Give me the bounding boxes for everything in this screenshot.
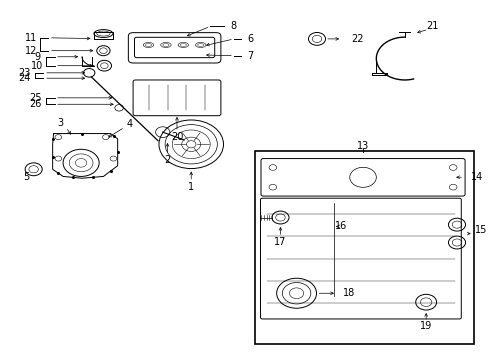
Text: 20: 20	[170, 132, 183, 142]
Text: 25: 25	[29, 93, 42, 103]
Text: 10: 10	[31, 61, 43, 71]
Bar	[255, 152, 473, 344]
Text: 23: 23	[18, 68, 30, 78]
Text: 22: 22	[351, 34, 364, 44]
Bar	[94, 32, 113, 39]
Text: 4: 4	[126, 118, 132, 129]
Text: 5: 5	[23, 172, 29, 182]
Text: 19: 19	[419, 321, 431, 332]
Text: 9: 9	[34, 52, 40, 62]
Text: 14: 14	[470, 172, 483, 182]
Text: 21: 21	[425, 21, 438, 31]
Text: 8: 8	[230, 21, 236, 31]
Text: 2: 2	[164, 155, 170, 165]
Text: 17: 17	[274, 237, 286, 247]
Text: 16: 16	[334, 221, 346, 231]
Text: 26: 26	[29, 99, 41, 109]
Text: 3: 3	[57, 118, 63, 128]
Text: 12: 12	[24, 46, 37, 56]
Text: 6: 6	[247, 34, 253, 44]
Text: 24: 24	[18, 73, 30, 83]
Text: 11: 11	[24, 33, 37, 43]
Text: 1: 1	[188, 182, 194, 192]
Text: 13: 13	[356, 141, 368, 151]
Text: 7: 7	[247, 51, 253, 61]
Text: 15: 15	[474, 225, 487, 235]
Text: 18: 18	[343, 288, 355, 298]
